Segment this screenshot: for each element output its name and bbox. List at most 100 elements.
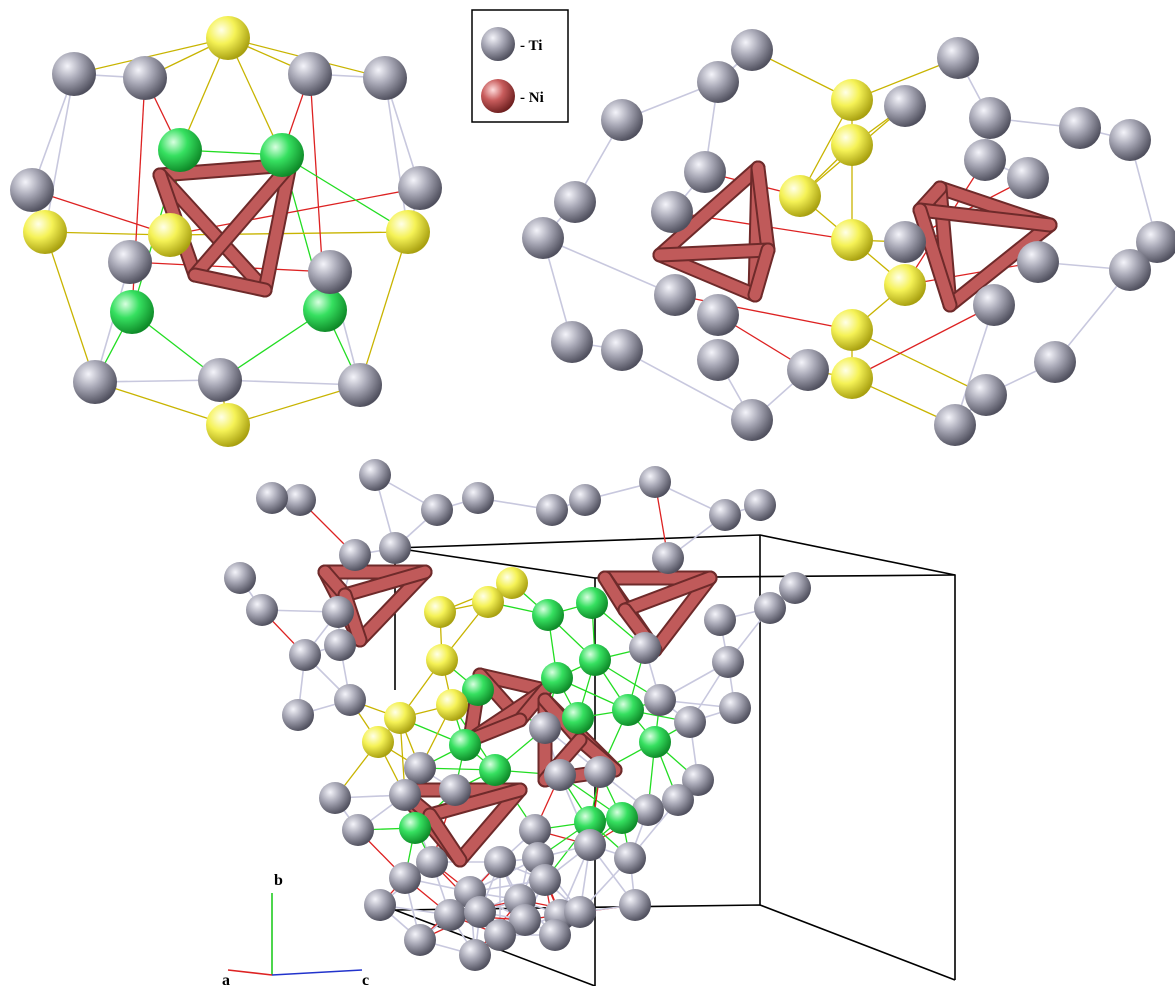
green-atom bbox=[576, 587, 608, 619]
ti-atom bbox=[464, 896, 496, 928]
legend: - Ti - Ni bbox=[471, 9, 569, 123]
ni-tube bbox=[454, 784, 526, 866]
ti-atom bbox=[536, 494, 568, 526]
a-axis-label: a bbox=[222, 972, 230, 986]
a-axis-line bbox=[227, 969, 273, 976]
ni-tube bbox=[259, 159, 296, 296]
ti-atom bbox=[1017, 241, 1059, 283]
bond-line bbox=[954, 304, 995, 426]
ti-atom bbox=[509, 904, 541, 936]
green-atom bbox=[449, 729, 481, 761]
ti-atom bbox=[389, 862, 421, 894]
ti-atom bbox=[584, 756, 616, 788]
ti-atom bbox=[719, 692, 751, 724]
ti-atom bbox=[529, 712, 561, 744]
ti-atom bbox=[322, 596, 354, 628]
legend-ni-label: - Ni bbox=[520, 90, 544, 106]
ti-atom bbox=[652, 542, 684, 574]
ti-atom bbox=[308, 250, 352, 294]
ni-tube bbox=[154, 169, 271, 296]
ti-atom bbox=[969, 97, 1011, 139]
ti-atom bbox=[416, 846, 448, 878]
ti-atom bbox=[289, 639, 321, 671]
green-atom bbox=[260, 133, 304, 177]
bond-line bbox=[219, 379, 361, 386]
ti-atom bbox=[639, 466, 671, 498]
green-atom bbox=[158, 128, 202, 172]
ti-atom bbox=[10, 168, 54, 212]
c-axis-label: c bbox=[362, 972, 369, 986]
ni-tube bbox=[749, 244, 774, 301]
ti-atom bbox=[697, 61, 739, 103]
bond-line bbox=[621, 349, 753, 421]
ti-atom bbox=[324, 629, 356, 661]
ti-atom bbox=[108, 240, 152, 284]
ti-atom bbox=[389, 779, 421, 811]
cluster-view-top-right bbox=[522, 29, 1175, 446]
ti-atom bbox=[569, 484, 601, 516]
ti-atom bbox=[1034, 341, 1076, 383]
ti-atom bbox=[1109, 249, 1151, 291]
bond-line bbox=[94, 381, 229, 426]
ni-tube bbox=[189, 159, 296, 281]
green-atom bbox=[110, 290, 154, 334]
ti-atom bbox=[744, 489, 776, 521]
ti-atom bbox=[629, 632, 661, 664]
ti-atom bbox=[1136, 221, 1175, 263]
ti-atom bbox=[709, 499, 741, 531]
bond-line bbox=[31, 189, 171, 236]
ti-atom bbox=[484, 846, 516, 878]
ti-atom bbox=[398, 166, 442, 210]
green-atom bbox=[562, 702, 594, 734]
ti-atom bbox=[52, 52, 96, 96]
ti-atom bbox=[644, 684, 676, 716]
ti-atom bbox=[574, 829, 606, 861]
ni-tetrahedra bbox=[652, 160, 1058, 313]
ti-atom bbox=[404, 752, 436, 784]
ti-atom bbox=[224, 562, 256, 594]
ti-atom bbox=[554, 181, 596, 223]
ti-atom bbox=[965, 374, 1007, 416]
ti-atom bbox=[1059, 107, 1101, 149]
ti-atom bbox=[731, 399, 773, 441]
ni-tube bbox=[914, 204, 1056, 231]
ni-tube bbox=[189, 269, 271, 296]
green-atom bbox=[399, 812, 431, 844]
bond-line bbox=[227, 384, 361, 426]
green-atom bbox=[462, 674, 494, 706]
ti-atom bbox=[522, 217, 564, 259]
yellow-atom bbox=[831, 124, 873, 166]
bond-line bbox=[281, 154, 409, 233]
bond-line bbox=[73, 37, 229, 75]
ti-atom bbox=[712, 646, 744, 678]
ti-atom bbox=[539, 919, 571, 951]
ti-atom bbox=[338, 363, 382, 407]
c-axis-line bbox=[271, 969, 363, 976]
yellow-atom bbox=[779, 175, 821, 217]
yellow-atom bbox=[206, 403, 250, 447]
yellow-atom bbox=[424, 596, 456, 628]
cluster-view-top-left bbox=[10, 16, 442, 447]
ti-atom bbox=[884, 221, 926, 263]
legend-ti-label: - Ti bbox=[520, 38, 542, 54]
ti-atom bbox=[198, 358, 242, 402]
ti-atom bbox=[674, 706, 706, 738]
atoms bbox=[10, 16, 442, 447]
ti-atom bbox=[519, 814, 551, 846]
ti-atom bbox=[662, 784, 694, 816]
ni-tube bbox=[354, 566, 431, 646]
ni-tube bbox=[424, 809, 466, 866]
green-atom bbox=[541, 662, 573, 694]
ti-atom bbox=[973, 284, 1015, 326]
yellow-atom bbox=[426, 644, 458, 676]
ti-atom bbox=[379, 532, 411, 564]
ti-atom bbox=[654, 274, 696, 316]
ti-atom bbox=[544, 759, 576, 791]
green-atom bbox=[532, 599, 564, 631]
yellow-atom bbox=[472, 586, 504, 618]
ti-atom bbox=[684, 151, 726, 193]
ti-atom bbox=[282, 699, 314, 731]
yellow-atom bbox=[436, 689, 468, 721]
ti-atom bbox=[421, 494, 453, 526]
